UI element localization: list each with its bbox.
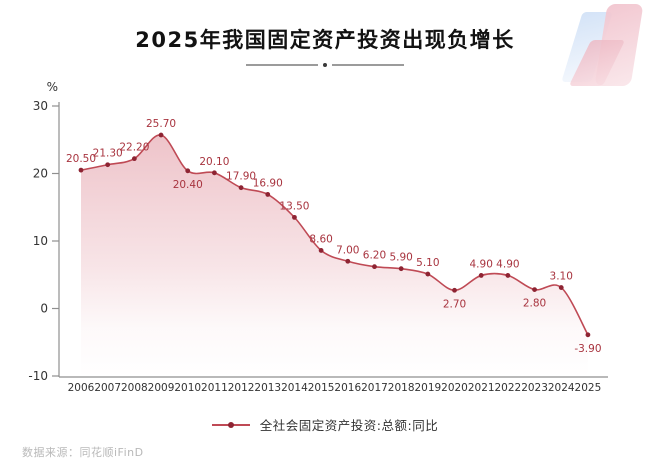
title-divider <box>240 63 410 67</box>
x-tick-label: 2008 <box>121 382 148 394</box>
data-point-marker <box>105 162 111 168</box>
data-point-marker <box>425 271 431 277</box>
data-label: 3.10 <box>550 271 573 283</box>
divider-dot-icon <box>323 63 327 67</box>
x-tick-label: 2013 <box>254 382 281 394</box>
x-tick-label: 2017 <box>361 382 388 394</box>
x-tick-label: 2010 <box>174 382 201 394</box>
x-tick-label: 2023 <box>521 382 548 394</box>
x-tick-label: 2007 <box>94 382 121 394</box>
data-label: 25.70 <box>146 118 176 130</box>
x-tick-label: 2024 <box>548 382 575 394</box>
legend: 全社会固定资产投资:总额:同比 <box>0 415 650 434</box>
data-point-marker <box>585 332 591 338</box>
data-point-marker <box>185 168 191 174</box>
y-tick-label: -10 <box>28 369 48 383</box>
x-tick-label: 2021 <box>468 382 495 394</box>
data-point-marker <box>532 287 537 292</box>
data-point-marker <box>558 285 564 290</box>
x-tick-label: 2020 <box>441 382 468 394</box>
data-label: 20.50 <box>66 153 96 165</box>
data-point-marker <box>238 185 244 191</box>
chart-title: 2025年我国固定资产投资出现负增长 <box>135 28 515 52</box>
data-label: 21.30 <box>93 148 123 160</box>
data-label: 17.90 <box>226 171 256 183</box>
data-label: 8.60 <box>309 233 332 245</box>
data-label: 4.90 <box>496 258 519 270</box>
data-source-note: 数据来源：同花顺iFinD <box>22 446 144 459</box>
x-tick-label: 2011 <box>201 382 228 394</box>
data-point-marker <box>292 214 297 220</box>
data-point-marker <box>398 266 404 272</box>
x-tick-label: 2019 <box>414 382 441 394</box>
data-point-marker <box>265 192 271 197</box>
header: 2025年我国固定资产投资出现负增长 <box>0 0 650 67</box>
x-tick-label: 2022 <box>495 382 522 394</box>
data-point-marker <box>345 258 351 264</box>
data-point-marker <box>505 273 511 278</box>
y-tick-label: 30 <box>33 99 48 113</box>
x-tick-label: 2009 <box>148 382 175 394</box>
data-label: 20.10 <box>199 156 229 168</box>
data-point-marker <box>372 264 377 270</box>
data-label: 4.90 <box>470 258 493 270</box>
data-point-marker <box>478 273 484 278</box>
data-label: 16.90 <box>253 177 283 189</box>
x-tick-label: 2012 <box>228 382 255 394</box>
x-tick-label: 2025 <box>575 382 602 394</box>
data-label: 22.20 <box>119 142 149 154</box>
legend-line-marker-icon <box>211 421 250 428</box>
y-tick-label: 20 <box>33 167 48 181</box>
data-point-marker <box>318 248 324 253</box>
x-tick-label: 2014 <box>281 382 308 394</box>
divider-line <box>332 64 404 66</box>
data-label: 2.70 <box>443 298 466 310</box>
data-label: 6.20 <box>363 250 386 262</box>
x-tick-label: 2015 <box>308 382 335 394</box>
data-label: 2.80 <box>523 298 546 310</box>
data-point-marker <box>452 287 457 293</box>
data-point-marker <box>131 156 137 162</box>
y-axis-unit-label: % <box>47 80 58 94</box>
x-tick-label: 2016 <box>334 382 361 394</box>
data-label: 20.40 <box>173 179 203 191</box>
data-point-marker <box>158 132 164 138</box>
y-tick-label: 10 <box>33 234 48 248</box>
data-label: -3.90 <box>574 343 601 355</box>
data-label: 5.10 <box>416 257 439 269</box>
x-tick-label: 2006 <box>68 382 95 394</box>
x-tick-label: 2018 <box>388 382 415 394</box>
data-label: 7.00 <box>336 244 359 256</box>
legend-label: 全社会固定资产投资:总额:同比 <box>259 418 439 433</box>
data-point-marker <box>212 170 217 176</box>
data-point-marker <box>78 167 84 173</box>
data-label: 5.90 <box>389 252 412 264</box>
divider-line <box>246 64 318 66</box>
series-area <box>81 134 588 377</box>
y-tick-label: 0 <box>40 302 48 316</box>
data-label: 13.50 <box>279 200 309 212</box>
